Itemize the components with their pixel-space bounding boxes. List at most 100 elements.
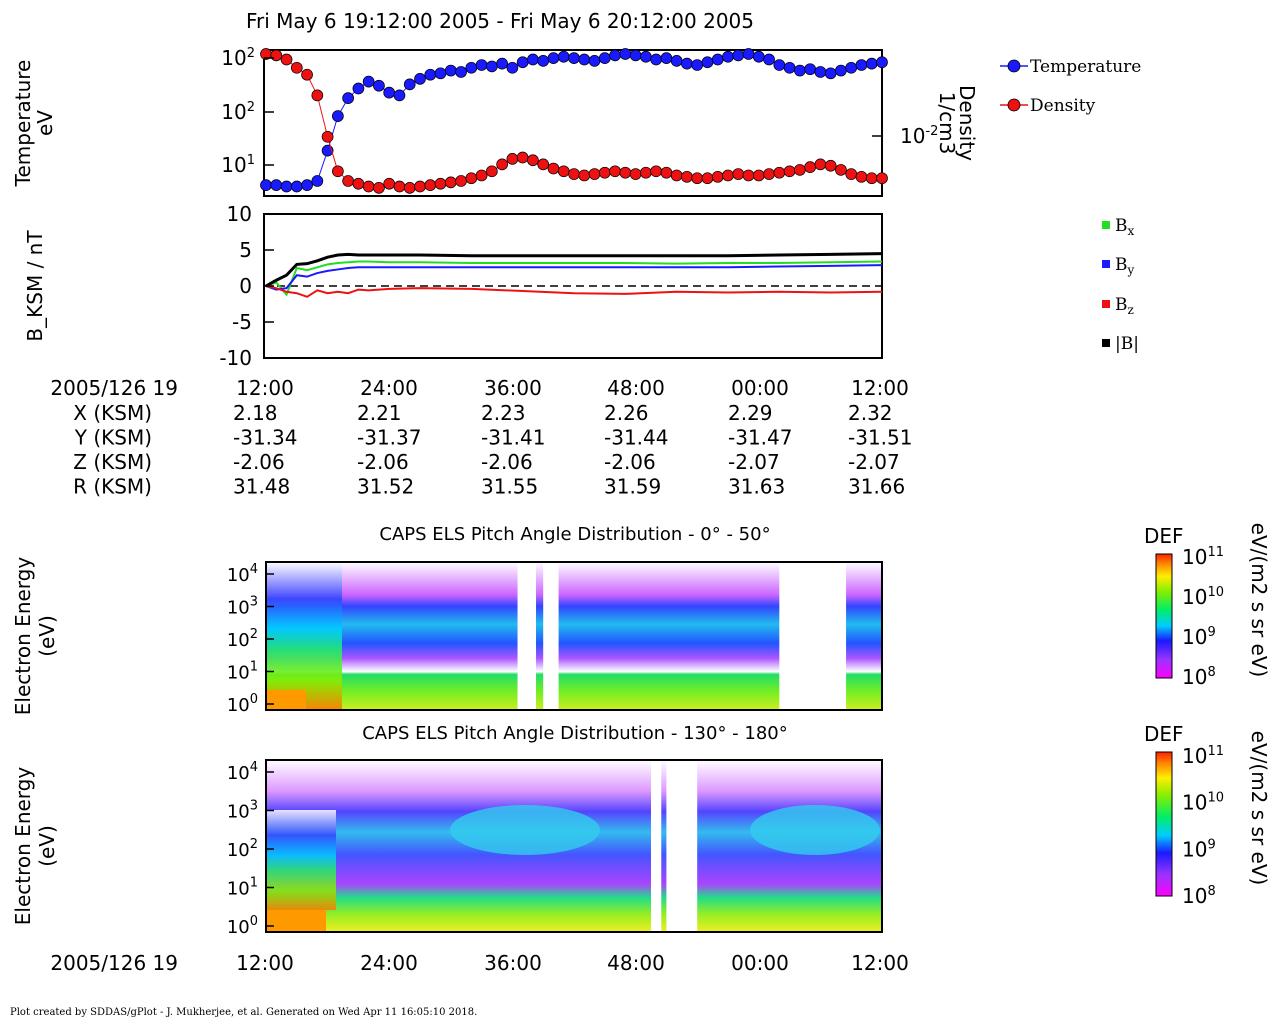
bfield-tick-label: 0 — [239, 274, 252, 298]
panel3-yticks: 104 103 102 101 100 — [227, 562, 274, 716]
colorbar1-tick-label: 109 — [1182, 625, 1216, 649]
panel4-tick-label: 103 — [227, 799, 258, 823]
panel2-legend: Bx By Bz |B| — [1102, 216, 1139, 354]
temperature-point — [444, 64, 457, 77]
panel3-tick-label: 103 — [227, 595, 258, 619]
colorbar2-units: eV/(m2 s sr eV) — [1247, 731, 1271, 886]
colorbar2 — [1155, 751, 1173, 897]
density-point — [414, 180, 426, 193]
ephemeris-value: -31.34 — [233, 426, 297, 450]
ephemeris-value: 2.21 — [357, 401, 402, 425]
ephemeris-value: 2.18 — [233, 401, 278, 425]
panel-temperature-density: Temperature eV Density 1/cm3 102 102 101 1… — [11, 46, 1141, 197]
temperature-point — [290, 180, 303, 193]
temperature-point — [260, 179, 272, 191]
colorbar2-tick-label: 1011 — [1182, 744, 1224, 768]
legend-by-label: By — [1115, 255, 1135, 277]
temperature-point — [814, 66, 827, 78]
colorbar2-tick-label: 108 — [1182, 884, 1216, 908]
density-point — [352, 177, 365, 190]
panel3-tick-label: 102 — [227, 627, 258, 651]
density-ylabel: Density — [955, 85, 979, 161]
ephemeris-time: 00:00 — [731, 376, 789, 400]
density-point — [290, 61, 303, 74]
density-point — [301, 68, 313, 81]
temperature-point — [393, 89, 406, 102]
density-point — [424, 179, 437, 191]
temperature-point — [403, 78, 416, 91]
temperature-point — [845, 61, 858, 74]
temperature-point — [280, 180, 293, 193]
colorbar1-tick-label: 1011 — [1182, 545, 1224, 569]
temperature-point — [722, 50, 734, 63]
ephemeris-value: 2.32 — [848, 401, 893, 425]
temperature-point — [742, 48, 755, 60]
density-point — [670, 169, 683, 182]
temperature-point — [650, 53, 662, 66]
bottom-time-axis: 2005/126 19 12:00 24:00 36:00 48:00 00:00 12:… — [50, 951, 908, 975]
temperature-point — [332, 110, 344, 122]
panel3-tick-label: 100 — [227, 692, 258, 716]
bottom-times: 12:00 24:00 36:00 48:00 00:00 12:00 — [236, 951, 909, 975]
temperature-point — [588, 55, 601, 67]
temperature-point — [547, 52, 560, 64]
ephemeris-value: 31.55 — [481, 475, 538, 499]
density-point — [588, 168, 601, 180]
ephemeris-row-label: R (KSM) — [73, 475, 152, 499]
panel4-yticks: 104 103 102 101 100 — [227, 760, 274, 938]
temperature-point — [352, 82, 365, 95]
colorbar1-label: DEF — [1144, 524, 1184, 548]
temperature-point — [568, 52, 580, 64]
bottom-date: 2005/126 19 — [50, 951, 178, 975]
bfield-tick-label: 5 — [239, 238, 252, 262]
ephemeris-value: -31.41 — [481, 426, 545, 450]
temperature-point — [598, 52, 611, 64]
panel4-ylabel: Electron Energy — [11, 767, 35, 926]
colorbar2-tick-label: 1010 — [1182, 791, 1224, 815]
ephemeris-value: -31.51 — [848, 426, 912, 450]
temperature-point — [414, 72, 426, 85]
panel1-series — [260, 48, 888, 194]
density-point — [640, 166, 652, 179]
panel3-low-energy-band — [266, 690, 306, 710]
legend-temperature-label: Temperature — [1030, 57, 1141, 77]
panel1-left-ticks: 102 102 101 — [221, 46, 274, 177]
temperature-point — [527, 53, 539, 66]
density-point — [496, 158, 508, 171]
density-point — [814, 158, 827, 171]
density-point — [629, 168, 642, 180]
temperature-point — [321, 144, 334, 157]
density-point — [732, 168, 745, 180]
legend-bx-swatch — [1102, 221, 1110, 229]
density-point — [701, 172, 714, 185]
density-point — [373, 182, 385, 194]
legend-by-swatch — [1102, 260, 1110, 268]
temperature-point — [496, 57, 508, 70]
colorbar2-label: DEF — [1144, 722, 1184, 746]
density-point — [455, 175, 467, 187]
by-line — [265, 264, 883, 291]
density-point — [865, 172, 878, 185]
panel3-data-gap — [517, 563, 537, 709]
density-point — [403, 182, 416, 194]
legend-bz-label: Bz — [1115, 295, 1134, 317]
density-point — [547, 162, 560, 175]
temperature-point — [311, 175, 324, 187]
ephemeris-rows: X (KSM) 2.18 2.21 2.23 2.26 2.29 2.32 Y (KSM) -3… — [73, 401, 912, 499]
panel4-tick-label: 104 — [227, 760, 258, 784]
density-point — [475, 169, 488, 182]
density-point — [332, 165, 344, 178]
temperature-point — [373, 79, 385, 92]
density-point — [742, 169, 755, 182]
colorbar1-tick-label: 108 — [1182, 665, 1216, 689]
density-point — [763, 168, 775, 180]
legend-temperature-marker — [1007, 59, 1021, 73]
density-point — [711, 170, 724, 183]
panel3-data-gaps — [517, 563, 847, 709]
temperature-point — [752, 50, 765, 63]
panel3-data-gap — [543, 563, 559, 709]
panel3-ylabel: Electron Energy — [11, 557, 35, 716]
panel3-frame — [265, 561, 883, 711]
temperature-tick-label: 102 — [221, 100, 255, 124]
ephemeris-value: 31.59 — [604, 475, 661, 499]
